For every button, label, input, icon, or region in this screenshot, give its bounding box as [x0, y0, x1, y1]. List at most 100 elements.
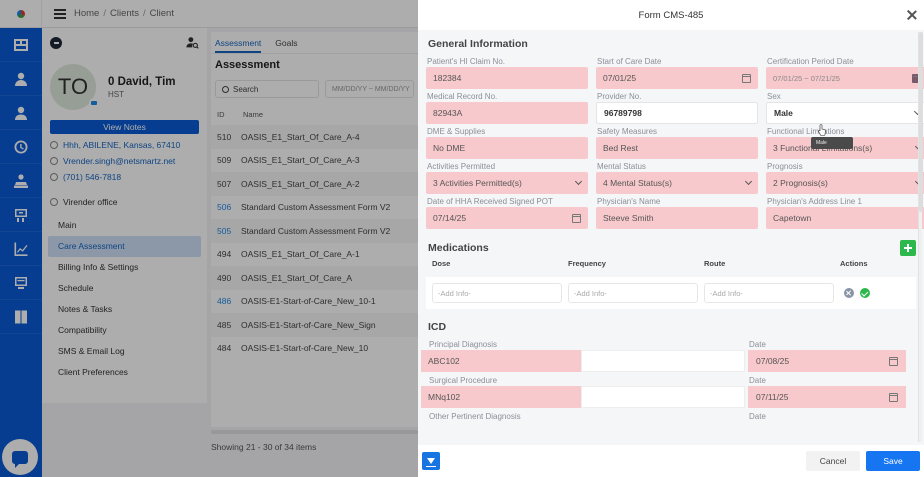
- rail-caregivers[interactable]: [0, 96, 42, 130]
- calendar-icon[interactable]: [889, 392, 898, 402]
- start-of-care-date-input[interactable]: 07/01/25: [596, 67, 758, 89]
- table-row[interactable]: 510 OASIS_E1_Start_Of_Care_A-4: [211, 125, 418, 149]
- table-row[interactable]: 494 OASIS_E1_Start_Of_Care_A-1: [217, 249, 360, 260]
- rail-billing[interactable]: [0, 266, 42, 300]
- safety-measures-input[interactable]: Bed Rest: [596, 137, 758, 159]
- nav-item-schedule[interactable]: Schedule: [58, 283, 94, 293]
- rail-reports[interactable]: [0, 232, 42, 266]
- rail-office[interactable]: [0, 164, 42, 198]
- surgical-date-label: Date: [749, 376, 766, 385]
- client-panel: TO 0 David, Tim HST View Notes Hhh, ABIL…: [42, 28, 207, 403]
- nav-item-billing[interactable]: Billing Info & Settings: [58, 262, 139, 272]
- medical-record-label: Medical Record No.: [427, 92, 498, 101]
- column-id[interactable]: ID: [217, 110, 225, 119]
- surgical-procedure-date[interactable]: 07/11/25: [748, 386, 906, 408]
- hi-claim-input[interactable]: 182384: [426, 67, 588, 89]
- rail-schedule[interactable]: [0, 130, 42, 164]
- pagination-summary: Showing 21 - 30 of 34 items: [211, 442, 317, 452]
- client-email[interactable]: Vrender.singh@netsmartz.net: [42, 153, 207, 169]
- table-row[interactable]: 505 Standard Custom Assessment Form V2: [211, 219, 418, 243]
- table-row[interactable]: 490 OASIS_E1_Start_Of_Care_A: [211, 266, 418, 290]
- breadcrumb-home[interactable]: Home: [74, 8, 100, 19]
- clients-icon: [15, 72, 27, 86]
- search-input[interactable]: Search: [215, 80, 319, 98]
- calendar-icon[interactable]: [889, 356, 898, 366]
- table-row[interactable]: 506 Standard Custom Assessment Form V2: [217, 202, 391, 213]
- horizontal-scrollbar[interactable]: [211, 430, 418, 434]
- column-route: Route: [704, 259, 726, 268]
- app-logo[interactable]: [0, 0, 42, 28]
- column-name[interactable]: Name: [243, 110, 264, 119]
- add-medication-button[interactable]: [900, 240, 916, 256]
- physician-address-input[interactable]: Capetown: [766, 207, 924, 229]
- save-button[interactable]: Save: [866, 451, 920, 471]
- modal-backdrop[interactable]: [0, 0, 418, 477]
- assessment-table-body: 510 OASIS_E1_Start_Of_Care_A-4 509 OASIS_E…: [211, 125, 418, 360]
- rail-clients[interactable]: [0, 62, 42, 96]
- tab-goals[interactable]: Goals: [275, 38, 298, 48]
- sex-select[interactable]: Male: [766, 102, 924, 124]
- vertical-scrollbar[interactable]: [918, 32, 923, 442]
- table-row[interactable]: 486 OASIS-E1-Start-of-Care_New_10-1: [217, 296, 376, 307]
- nav-item-client-preferences[interactable]: Client Preferences: [58, 367, 128, 377]
- tab-assessment[interactable]: Assessment: [215, 38, 262, 53]
- calendar-icon[interactable]: [742, 73, 751, 83]
- frequency-input[interactable]: -Add Info-: [568, 283, 698, 303]
- activities-permitted-label: Activities Permitted: [427, 162, 496, 171]
- prognosis-select[interactable]: 2 Prognosis(s): [766, 172, 924, 194]
- activities-permitted-select[interactable]: 3 Activities Permitted(s): [426, 172, 588, 194]
- table-row[interactable]: 507 OASIS_E1_Start_Of_Care_A-2: [211, 172, 418, 196]
- user-search-icon[interactable]: [186, 36, 199, 51]
- menu-icon[interactable]: [54, 8, 66, 19]
- calendar-icon[interactable]: [572, 213, 581, 223]
- other-date-label: Date: [749, 412, 766, 421]
- camera-icon[interactable]: [89, 98, 99, 108]
- mental-status-select[interactable]: 4 Mental Status(s): [596, 172, 758, 194]
- date-range-input[interactable]: MM/DD/YY ~ MM/DD/YY: [325, 80, 414, 98]
- physician-address-label: Physician's Address Line 1: [767, 197, 862, 206]
- medical-record-input[interactable]: 82943A: [426, 102, 588, 124]
- client-phone[interactable]: (701) 546-7818: [42, 169, 207, 185]
- collapse-icon[interactable]: [50, 37, 62, 49]
- rail-documents[interactable]: [0, 300, 42, 334]
- table-row[interactable]: 484 OASIS-E1-Start-of-Care_New_10: [217, 343, 369, 354]
- rail-dashboard[interactable]: [0, 28, 42, 62]
- surgical-procedure-input[interactable]: MNq102: [421, 386, 745, 408]
- column-frequency: Frequency: [568, 259, 606, 268]
- hha-received-date-input[interactable]: 07/14/25: [426, 207, 588, 229]
- client-address[interactable]: Hhh, ABILENE, Kansas, 67410: [42, 137, 207, 153]
- chat-button[interactable]: [2, 439, 38, 475]
- nav-item-sms-email-log[interactable]: SMS & Email Log: [58, 346, 125, 356]
- table-row[interactable]: 509 OASIS_E1_Start_Of_Care_A-3: [217, 155, 360, 166]
- certification-period-input[interactable]: 07/01/25 ~ 07/21/25: [766, 67, 924, 89]
- dme-supplies-input[interactable]: No DME: [426, 137, 588, 159]
- breadcrumb-clients[interactable]: Clients: [109, 8, 140, 19]
- principal-diagnosis-date[interactable]: 07/08/25: [748, 350, 906, 372]
- nav-item-notes-tasks[interactable]: Notes & Tasks: [58, 304, 113, 314]
- physician-name-input[interactable]: Steeve Smith: [596, 207, 758, 229]
- dose-input[interactable]: -Add Info-: [432, 283, 562, 303]
- confirm-row-icon[interactable]: [860, 288, 870, 298]
- cancel-button[interactable]: Cancel: [806, 451, 860, 471]
- cancel-row-icon[interactable]: [844, 288, 854, 298]
- nav-item-compatibility[interactable]: Compatibility: [58, 325, 107, 335]
- reports-chart-icon: [14, 242, 28, 256]
- avatar[interactable]: TO: [50, 64, 99, 110]
- route-input[interactable]: -Add Info-: [704, 283, 834, 303]
- principal-date-label: Date: [749, 340, 766, 349]
- view-notes-button[interactable]: View Notes: [50, 120, 199, 134]
- provider-no-input[interactable]: 96789798: [596, 102, 758, 124]
- nav-item-main[interactable]: Main: [58, 220, 77, 230]
- client-office: Virender office: [42, 193, 207, 211]
- tooltip: Male: [811, 137, 853, 149]
- table-row[interactable]: 485 OASIS-E1-Start-of-Care_New_Sign: [211, 313, 418, 337]
- download-button[interactable]: [422, 452, 440, 470]
- nav-item-care-assessment[interactable]: Care Assessment: [48, 236, 201, 257]
- dashboard-icon: [14, 38, 28, 51]
- dme-supplies-label: DME & Supplies: [427, 127, 486, 136]
- close-icon[interactable]: [906, 9, 918, 21]
- office-icon: [50, 198, 58, 206]
- cms-485-modal: Form CMS-485 General Information Patient…: [418, 0, 924, 477]
- principal-diagnosis-input[interactable]: ABC102: [421, 350, 745, 372]
- rail-training[interactable]: [0, 198, 42, 232]
